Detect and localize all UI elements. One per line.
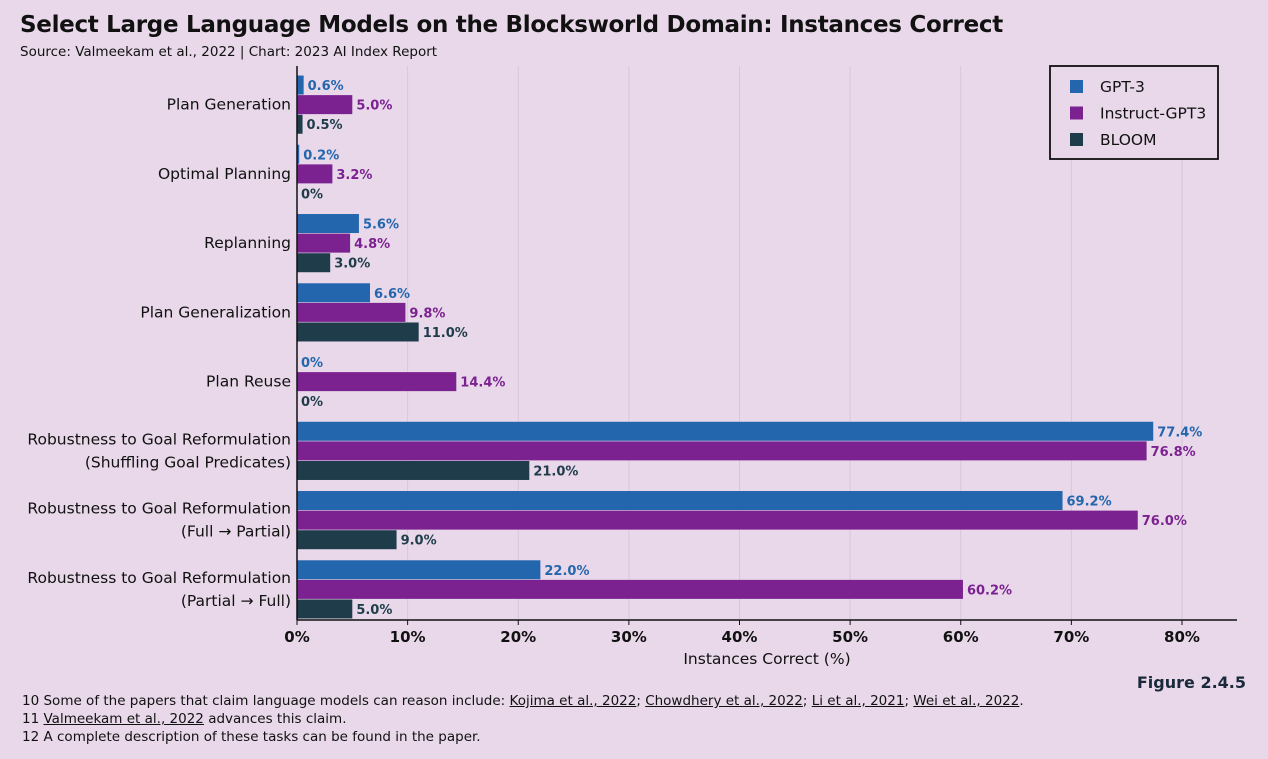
category-label: Replanning — [204, 234, 291, 252]
chart-title: Select Large Language Models on the Bloc… — [20, 12, 1003, 38]
data-label: 76.8% — [1151, 445, 1196, 460]
legend-swatch — [1070, 80, 1083, 93]
bar — [297, 214, 359, 234]
bar — [297, 164, 333, 184]
category-label: Robustness to Goal Reformulation (Partial… — [27, 569, 291, 610]
data-label: 3.0% — [334, 257, 370, 272]
chart-subtitle: Source: Valmeekam et al., 2022 | Chart: … — [20, 44, 438, 60]
bar — [297, 114, 303, 134]
category-label: Plan Generation — [167, 96, 291, 114]
footnote-link[interactable]: Valmeekam et al., 2022 — [43, 711, 204, 727]
x-tick-label: 20% — [500, 628, 536, 646]
data-label: 69.2% — [1067, 495, 1112, 510]
bar — [297, 253, 331, 273]
data-label: 60.2% — [967, 583, 1012, 598]
footnote-link[interactable]: Chowdhery et al., 2022 — [645, 693, 803, 709]
bar — [297, 283, 371, 303]
bar — [297, 560, 541, 580]
data-label: 0% — [301, 187, 323, 202]
data-label: 5.6% — [363, 218, 399, 233]
data-label: 14.4% — [460, 376, 505, 391]
data-label: 21.0% — [533, 464, 578, 479]
data-label: 5.0% — [356, 603, 392, 618]
bar — [297, 530, 397, 550]
legend-swatch — [1070, 133, 1083, 146]
bar — [297, 510, 1138, 530]
data-label: 0% — [301, 356, 323, 371]
legend-label: GPT-3 — [1100, 78, 1145, 96]
footnote-text: advances this claim. — [208, 711, 347, 727]
footnote-number: 12 — [22, 729, 40, 745]
data-label: 3.2% — [336, 168, 372, 183]
data-label: 77.4% — [1157, 425, 1202, 440]
data-label: 6.6% — [374, 287, 410, 302]
footnote-10: 10 Some of the papers that claim languag… — [22, 693, 1024, 709]
data-label: 0.2% — [303, 148, 339, 163]
bar — [297, 491, 1063, 511]
data-label: 9.8% — [409, 306, 445, 321]
bar — [297, 75, 304, 95]
bar — [297, 441, 1147, 461]
bar — [297, 322, 419, 342]
x-axis-title: Instances Correct (%) — [683, 650, 850, 668]
bar — [297, 233, 351, 253]
bar — [297, 599, 353, 619]
category-label: Plan Generalization — [140, 303, 291, 321]
footnote-link[interactable]: Kojima et al., 2022 — [509, 693, 637, 709]
x-tick-label: 70% — [1053, 628, 1089, 646]
category-label: Plan Reuse — [206, 373, 291, 391]
footnote-link[interactable]: Wei et al., 2022 — [913, 693, 1020, 709]
data-label: 11.0% — [423, 326, 468, 341]
x-tick-label: 60% — [943, 628, 979, 646]
data-label: 4.8% — [354, 237, 390, 252]
data-label: 22.0% — [544, 564, 589, 579]
footnote-text: Some of the papers that claim language m… — [43, 693, 506, 709]
footnote-text: A complete description of these tasks ca… — [43, 729, 481, 745]
bar — [297, 421, 1154, 441]
footnote-end: . — [1019, 693, 1024, 709]
x-tick-label: 30% — [611, 628, 647, 646]
x-tick-label: 50% — [832, 628, 868, 646]
category-label: Robustness to Goal Reformulation (Shuffli… — [27, 430, 291, 471]
x-tick-label: 0% — [284, 628, 309, 646]
footnote-number: 10 — [22, 693, 40, 709]
legend-swatch — [1070, 106, 1083, 120]
category-label: Optimal Planning — [158, 165, 291, 183]
bar — [297, 95, 353, 115]
data-label: 0.5% — [307, 118, 343, 133]
footnote-11: 11 Valmeekam et al., 2022 advances this … — [22, 710, 1024, 728]
legend-label: BLOOM — [1100, 131, 1157, 149]
bar-chart: Plan Generation 0.6% 5.0% 0.5% Optimal Plann… — [27, 65, 1237, 668]
bar — [297, 372, 457, 392]
figure-label: Figure 2.4.5 — [1136, 673, 1246, 692]
footnote-12: 12 A complete description of these tasks… — [22, 728, 1024, 746]
bar — [297, 302, 406, 322]
x-tick-label: 80% — [1164, 628, 1200, 646]
category-label: Robustness to Goal Reformulation (Full → … — [27, 500, 291, 541]
data-label: 5.0% — [356, 99, 392, 114]
footnote-number: 11 — [22, 711, 40, 727]
bar — [297, 460, 530, 480]
data-label: 0% — [301, 395, 323, 410]
footnotes: 10 Some of the papers that claim languag… — [22, 692, 1024, 746]
bar — [297, 144, 300, 164]
footnote-link[interactable]: Li et al., 2021 — [811, 693, 905, 709]
legend-label: Instruct-GPT3 — [1100, 105, 1206, 123]
data-label: 0.6% — [308, 79, 344, 94]
x-tick-label: 40% — [722, 628, 758, 646]
x-tick-label: 10% — [390, 628, 426, 646]
data-label: 76.0% — [1142, 514, 1187, 529]
bar — [297, 579, 963, 599]
data-label: 9.0% — [401, 534, 437, 549]
